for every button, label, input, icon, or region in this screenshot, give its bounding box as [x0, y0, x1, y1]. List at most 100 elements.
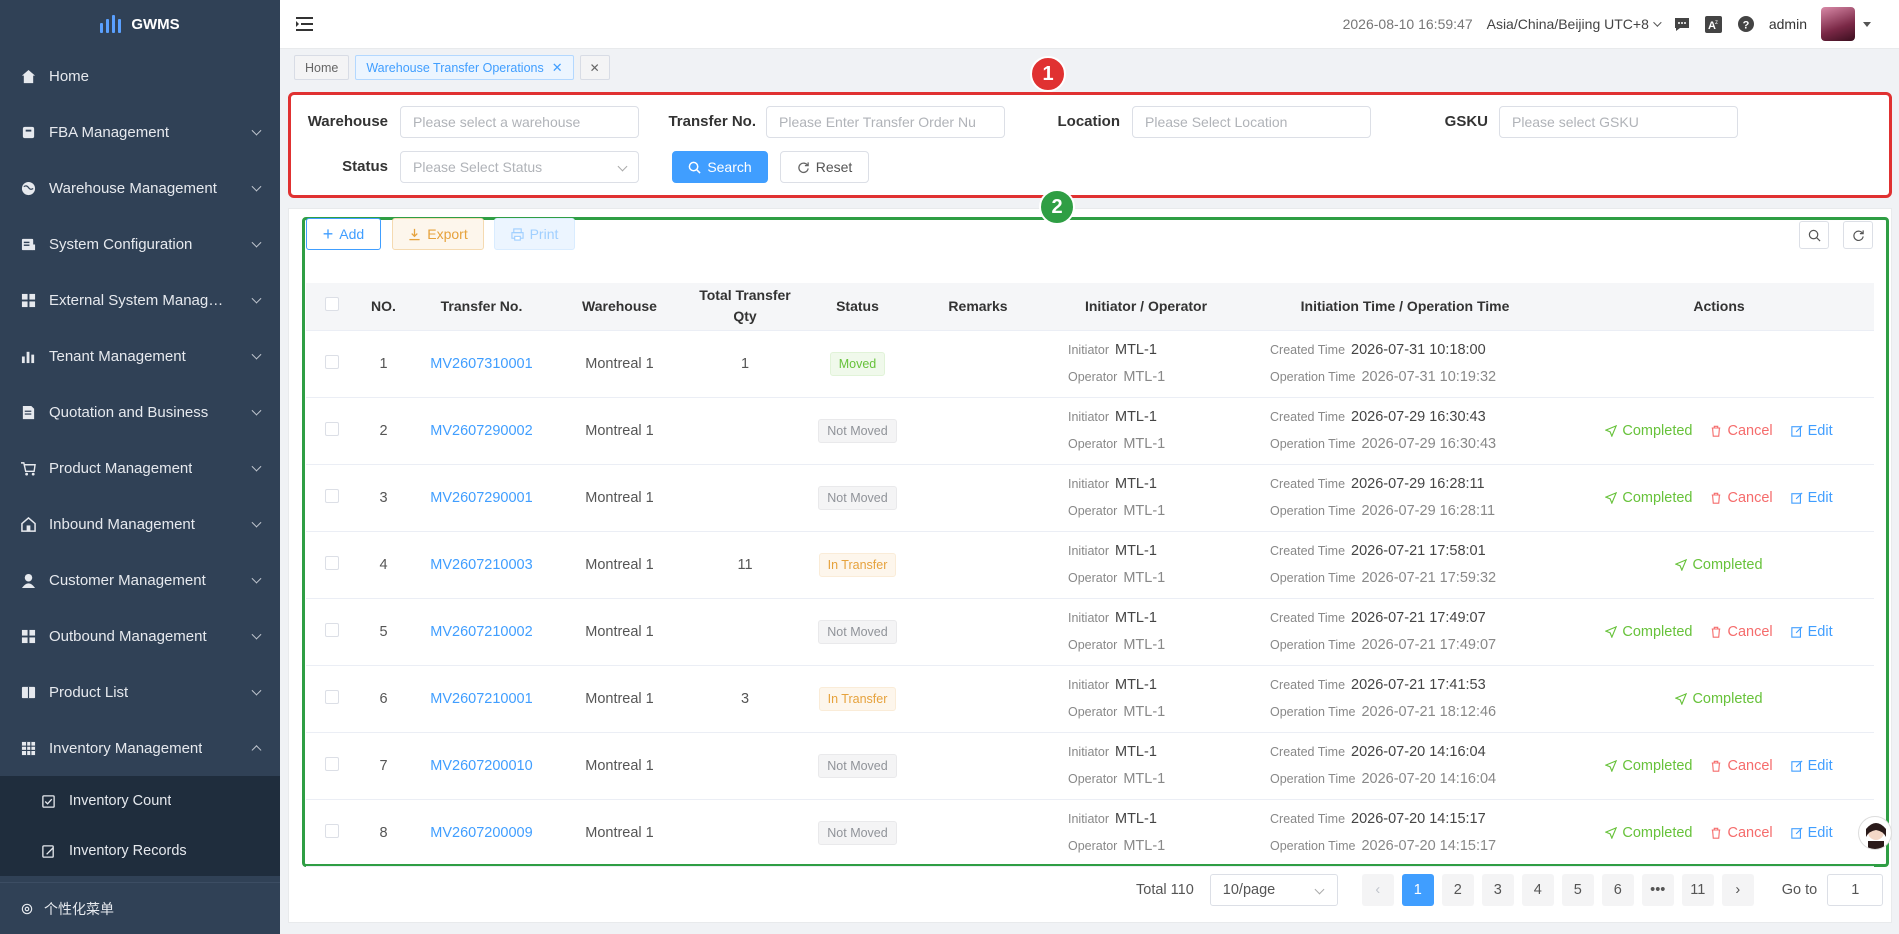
hamburger-icon[interactable]: [294, 13, 316, 35]
close-icon[interactable]: ✕: [551, 59, 563, 75]
assistant-avatar[interactable]: [1858, 816, 1892, 850]
tag-warehouse-transfer[interactable]: Warehouse Transfer Operations ✕: [355, 55, 574, 80]
timezone-selector[interactable]: Asia/China/Beijing UTC+8: [1487, 16, 1662, 32]
transfer-no-link[interactable]: MV2607310001: [430, 355, 533, 372]
transfer-no-link[interactable]: MV2607290002: [430, 422, 533, 439]
sidebar-item-product-management[interactable]: Product Management: [0, 440, 280, 496]
sidebar-item-product-list[interactable]: Product List: [0, 664, 280, 720]
page-button[interactable]: 1: [1401, 874, 1434, 906]
help-icon[interactable]: ?: [1737, 15, 1755, 33]
row-checkbox[interactable]: [325, 689, 339, 704]
edit-action[interactable]: Edit: [1790, 758, 1833, 774]
row-checkbox[interactable]: [325, 488, 339, 503]
sidebar-subitem-inventory-count[interactable]: Inventory Count: [0, 776, 280, 826]
completed-action[interactable]: Completed: [1675, 557, 1763, 573]
page-button[interactable]: 6: [1601, 874, 1634, 906]
sidebar-item-inbound-management[interactable]: Inbound Management: [0, 496, 280, 552]
sidebar-subitem-inventory-records[interactable]: Inventory Records: [0, 826, 280, 876]
chevron-down-icon: [251, 405, 262, 416]
prev-page-button[interactable]: ‹: [1361, 874, 1394, 906]
edit-action[interactable]: Edit: [1790, 624, 1833, 640]
completed-action[interactable]: Completed: [1605, 758, 1692, 774]
row-checkbox[interactable]: [325, 756, 339, 771]
row-select-cell[interactable]: [306, 464, 358, 532]
app-logo[interactable]: GWMS: [0, 0, 280, 48]
sidebar-item-warehouse-management[interactable]: Warehouse Management: [0, 160, 280, 216]
page-ellipsis[interactable]: •••: [1641, 874, 1674, 906]
completed-action[interactable]: Completed: [1605, 490, 1692, 506]
status-select[interactable]: Please Select Status: [400, 151, 639, 183]
edit-action[interactable]: Edit: [1790, 423, 1833, 439]
gsku-select[interactable]: Please select GSKU: [1499, 106, 1738, 138]
transfer-no-link[interactable]: MV2607200010: [430, 757, 533, 774]
message-icon[interactable]: [1673, 15, 1691, 33]
next-page-button[interactable]: ›: [1721, 874, 1754, 906]
row-select-cell[interactable]: [306, 531, 358, 599]
transfer-no-link[interactable]: MV2607210002: [430, 623, 533, 640]
goto-input[interactable]: 1: [1827, 874, 1884, 906]
sidebar-item-quotation-and-business[interactable]: Quotation and Business: [0, 384, 280, 440]
sidebar-item-outbound-management[interactable]: Outbound Management: [0, 608, 280, 664]
select-all-cell[interactable]: [306, 283, 358, 331]
row-select-cell[interactable]: [306, 330, 358, 398]
book-icon: [20, 684, 36, 700]
personalize-menu-button[interactable]: 个性化菜单: [0, 882, 280, 934]
sidebar-item-inventory-management[interactable]: Inventory Management: [0, 720, 280, 776]
sidebar-item-customer-management[interactable]: Customer Management: [0, 552, 280, 608]
print-button[interactable]: Print: [494, 218, 575, 250]
cancel-action[interactable]: Cancel: [1710, 624, 1773, 640]
add-button[interactable]: + Add: [306, 218, 381, 250]
cancel-action[interactable]: Cancel: [1710, 490, 1773, 506]
sidebar-item-fba-management[interactable]: FBA Management: [0, 104, 280, 160]
row-select-cell[interactable]: [306, 598, 358, 666]
row-checkbox[interactable]: [325, 421, 339, 436]
export-button[interactable]: Export: [392, 218, 484, 250]
avatar[interactable]: [1821, 7, 1855, 41]
refresh-table-button[interactable]: [1843, 221, 1873, 249]
row-select-cell[interactable]: [306, 799, 358, 867]
transfer-no-input[interactable]: Please Enter Transfer Order Nu: [766, 106, 1005, 138]
page-button[interactable]: 11: [1681, 874, 1714, 906]
caret-down-icon[interactable]: [1863, 21, 1871, 27]
transfer-no-link[interactable]: MV2607200009: [430, 824, 533, 841]
user-name[interactable]: admin: [1768, 16, 1807, 32]
page-button[interactable]: 3: [1481, 874, 1514, 906]
row-checkbox[interactable]: [325, 622, 339, 637]
transfer-no-link[interactable]: MV2607290001: [430, 489, 533, 506]
row-select-cell[interactable]: [306, 732, 358, 800]
warehouse-select[interactable]: Please select a warehouse: [400, 106, 639, 138]
completed-action[interactable]: Completed: [1605, 825, 1692, 841]
cancel-action[interactable]: Cancel: [1710, 758, 1773, 774]
close-all-tags-button[interactable]: ✕: [579, 55, 610, 80]
row-select-cell[interactable]: [306, 665, 358, 733]
tag-home[interactable]: Home: [294, 55, 350, 80]
completed-action[interactable]: Completed: [1605, 423, 1692, 439]
location-select[interactable]: Please Select Location: [1132, 106, 1371, 138]
initiator-key: Initiator: [1068, 677, 1109, 692]
page-size-select[interactable]: 10/page: [1209, 874, 1338, 906]
completed-action[interactable]: Completed: [1675, 691, 1763, 707]
cancel-action[interactable]: Cancel: [1710, 825, 1773, 841]
page-button[interactable]: 4: [1521, 874, 1554, 906]
page-button[interactable]: 2: [1441, 874, 1474, 906]
sidebar-item-home[interactable]: Home: [0, 48, 280, 104]
row-checkbox[interactable]: [325, 555, 339, 570]
row-checkbox[interactable]: [325, 823, 339, 838]
sidebar-item-external-system-manage[interactable]: External System Manage...: [0, 272, 280, 328]
transfer-no-link[interactable]: MV2607210003: [430, 556, 533, 573]
row-checkbox[interactable]: [325, 354, 339, 369]
row-select-cell[interactable]: [306, 397, 358, 465]
sidebar-item-tenant-management[interactable]: Tenant Management: [0, 328, 280, 384]
toggle-search-button[interactable]: [1799, 221, 1829, 249]
edit-action[interactable]: Edit: [1790, 825, 1833, 841]
select-all-checkbox[interactable]: [325, 296, 339, 311]
page-button[interactable]: 5: [1561, 874, 1594, 906]
sidebar-item-system-configuration[interactable]: System Configuration: [0, 216, 280, 272]
reset-button[interactable]: Reset: [780, 151, 869, 183]
cancel-action[interactable]: Cancel: [1710, 423, 1773, 439]
edit-action[interactable]: Edit: [1790, 490, 1833, 506]
search-button[interactable]: Search: [672, 151, 768, 183]
transfer-no-link[interactable]: MV2607210001: [430, 690, 533, 707]
completed-action[interactable]: Completed: [1605, 624, 1692, 640]
